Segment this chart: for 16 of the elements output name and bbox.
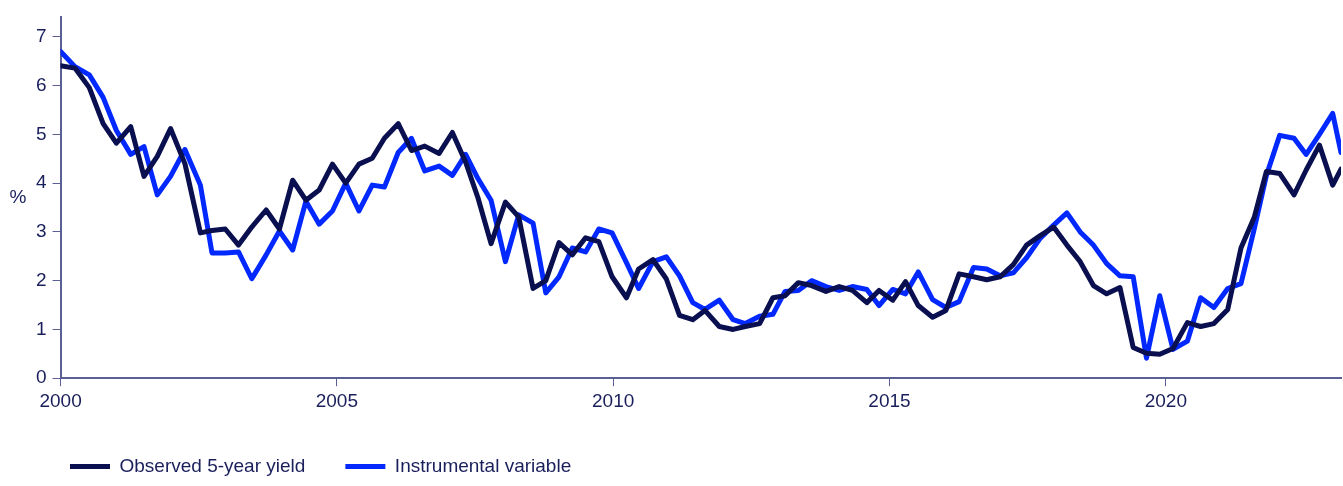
y-tick-label: 5 [35,122,47,144]
y-tick-label: 7 [35,25,47,47]
x-tick-label: 2020 [1144,389,1187,411]
y-axis-title: % [9,186,27,208]
y-tick-label: 6 [35,73,47,95]
legend-label: Observed 5-year yield [119,454,306,476]
legend-label: Instrumental variable [394,454,572,476]
y-tick-label: 1 [35,317,47,339]
x-tick-label: 2010 [592,389,635,411]
y-tick-label: 3 [35,220,47,242]
y-tick-label: 0 [35,366,47,388]
y-tick-label: 2 [35,268,47,290]
y-tick-label: 4 [35,171,47,193]
x-tick-label: 2015 [868,389,911,411]
x-tick-label: 2005 [315,389,359,411]
x-tick-label: 2000 [39,389,82,411]
